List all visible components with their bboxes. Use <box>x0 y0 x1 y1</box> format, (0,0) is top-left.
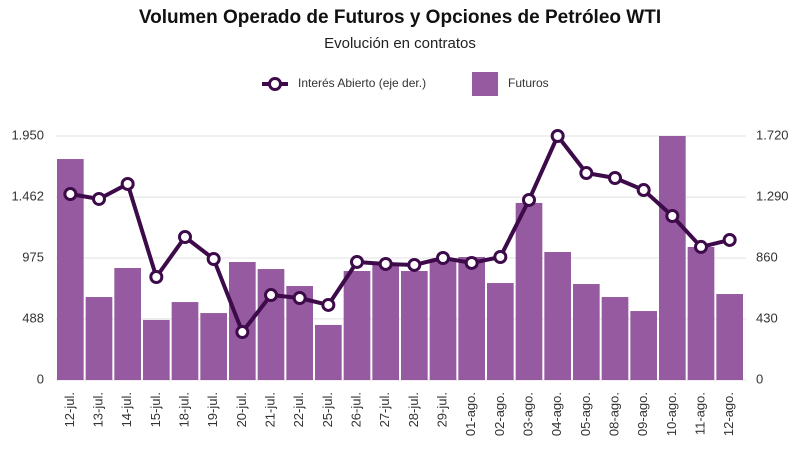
bar <box>429 261 457 380</box>
y-tick-label: 1.462 <box>11 189 44 204</box>
bar <box>257 269 285 380</box>
x-tick-label: 12-jul. <box>62 392 77 427</box>
x-tick-label: 05-ago. <box>578 392 593 436</box>
y2-tick-label: 430 <box>756 310 778 325</box>
y-tick-label: 975 <box>22 249 44 264</box>
y2-tick-label: 1.290 <box>756 188 789 203</box>
x-tick-label: 04-ago. <box>549 392 564 436</box>
y-tick-label: 1.950 <box>11 127 44 142</box>
line-marker <box>120 176 135 191</box>
x-tick-label: 27-jul. <box>377 392 392 427</box>
x-tick-label: 18-jul. <box>176 392 191 427</box>
bar <box>171 302 199 380</box>
legend-label: Interés Abierto (eje der.) <box>298 76 426 90</box>
line-marker <box>292 291 307 306</box>
line-marker <box>722 232 737 247</box>
legend-marker <box>268 77 282 91</box>
bar <box>114 268 141 380</box>
line-marker <box>636 183 651 198</box>
y-tick-label: 488 <box>22 310 44 325</box>
bar <box>315 324 342 380</box>
bar <box>716 294 743 380</box>
x-tick-label: 02-ago. <box>492 392 507 436</box>
bar <box>458 256 485 380</box>
legend-label: Futuros <box>508 76 549 90</box>
bar <box>544 251 571 380</box>
x-tick-label: 21-jul. <box>262 392 277 427</box>
bar <box>515 202 543 380</box>
bar <box>85 297 113 380</box>
x-tick-label: 28-jul. <box>406 392 421 427</box>
line-marker <box>608 170 622 185</box>
y-tick-label: 0 <box>37 371 44 386</box>
x-tick-label: 19-jul. <box>205 392 220 427</box>
bar <box>687 246 715 380</box>
x-tick-label: 03-ago. <box>520 392 535 436</box>
line-marker <box>550 129 565 143</box>
line <box>69 134 731 335</box>
line-marker <box>92 191 106 206</box>
line-marker <box>149 270 164 285</box>
bar <box>630 311 657 380</box>
line-marker <box>378 256 393 271</box>
x-tick-label: 11-ago. <box>692 392 707 435</box>
y2-tick-label: 0 <box>756 371 763 386</box>
y2-tick-label: 1.720 <box>756 127 789 142</box>
line-marker <box>464 255 479 270</box>
bar <box>659 136 686 380</box>
line-marker <box>321 297 336 312</box>
x-tick-label: 12-ago. <box>721 392 736 436</box>
line-marker <box>694 239 708 254</box>
x-tick-label: 15-jul. <box>148 392 163 427</box>
x-tick-label: 26-jul. <box>348 392 363 427</box>
x-tick-label: 08-ago. <box>606 392 621 436</box>
line-marker <box>206 251 221 266</box>
x-tick-label: 29-jul. <box>434 392 449 427</box>
line-marker <box>579 166 594 181</box>
bar <box>487 283 514 380</box>
line-marker <box>264 288 278 303</box>
bar <box>143 319 170 380</box>
x-tick-label: 22-jul. <box>291 392 306 427</box>
x-tick-label: 14-jul. <box>119 392 134 427</box>
x-tick-label: 01-ago. <box>463 392 478 436</box>
x-tick-label: 10-ago. <box>664 392 679 436</box>
line-marker <box>436 251 450 265</box>
line-marker <box>407 257 422 272</box>
x-tick-label: 20-jul. <box>234 392 249 427</box>
x-tick-label: 25-jul. <box>320 392 335 427</box>
bar <box>372 264 399 380</box>
chart-subtitle: Evolución en contratos <box>324 35 476 52</box>
line-marker <box>522 192 536 207</box>
line-marker <box>178 230 192 245</box>
y2-tick-label: 860 <box>756 249 778 264</box>
line-marker <box>63 187 78 202</box>
chart-title: Volumen Operado de Futuros y Opciones de… <box>139 7 661 28</box>
x-tick-label: 13-jul. <box>90 392 105 427</box>
x-tick-label: 09-ago. <box>635 392 650 436</box>
line-marker <box>665 209 680 224</box>
bar <box>200 313 227 380</box>
line-marker <box>493 250 508 265</box>
bar <box>601 297 629 380</box>
bar <box>401 271 428 380</box>
line-marker <box>350 254 364 269</box>
bar <box>573 284 600 380</box>
bar <box>343 271 371 380</box>
legend-swatch <box>472 72 498 96</box>
line-marker <box>235 325 250 340</box>
